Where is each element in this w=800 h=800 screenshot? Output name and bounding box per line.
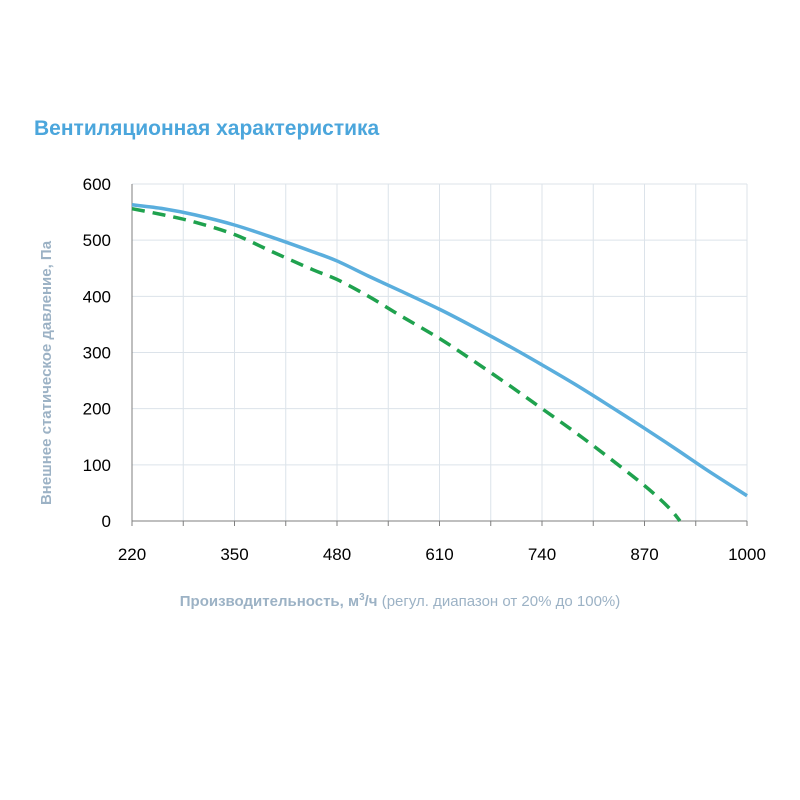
x-tick-label: 870 <box>630 545 658 564</box>
x-axis-label-bold-after: /ч <box>364 593 378 610</box>
y-tick-labels: 0 100 200 300 400 500 600 <box>83 175 111 531</box>
y-tick-label: 200 <box>83 400 111 419</box>
y-tick-label: 300 <box>83 344 111 363</box>
axes <box>131 184 748 526</box>
x-tick-label: 220 <box>118 545 146 564</box>
y-tick-label: 600 <box>83 175 111 194</box>
x-tick-label: 350 <box>220 545 248 564</box>
x-tick-label: 610 <box>425 545 453 564</box>
x-tick-label: 1000 <box>728 545 766 564</box>
series-line-dashed <box>131 206 682 523</box>
x-tick-label: 740 <box>528 545 556 564</box>
x-axis-label-range: (регул. диапазон от 20% до 100%) <box>377 593 621 610</box>
y-axis-label: Внешнее статическое давление, Па <box>38 240 55 505</box>
grid-lines <box>132 183 748 521</box>
x-tick-labels: 220 350 480 610 740 870 1000 <box>118 545 766 564</box>
x-tick-label: 480 <box>323 545 351 564</box>
y-tick-label: 400 <box>83 287 111 306</box>
series-lines <box>131 203 748 523</box>
y-tick-label: 0 <box>102 512 111 531</box>
x-axis-label: Производительность, м3/ч (регул. диапазо… <box>0 592 800 610</box>
y-tick-label: 100 <box>83 456 111 475</box>
y-tick-label: 500 <box>83 231 111 250</box>
x-axis-label-sup: 3 <box>359 592 365 603</box>
x-axis-label-bold: Производительность, м <box>179 593 360 610</box>
chart-title: Вентиляционная характеристика <box>34 117 380 140</box>
series-line-solid <box>131 203 748 498</box>
